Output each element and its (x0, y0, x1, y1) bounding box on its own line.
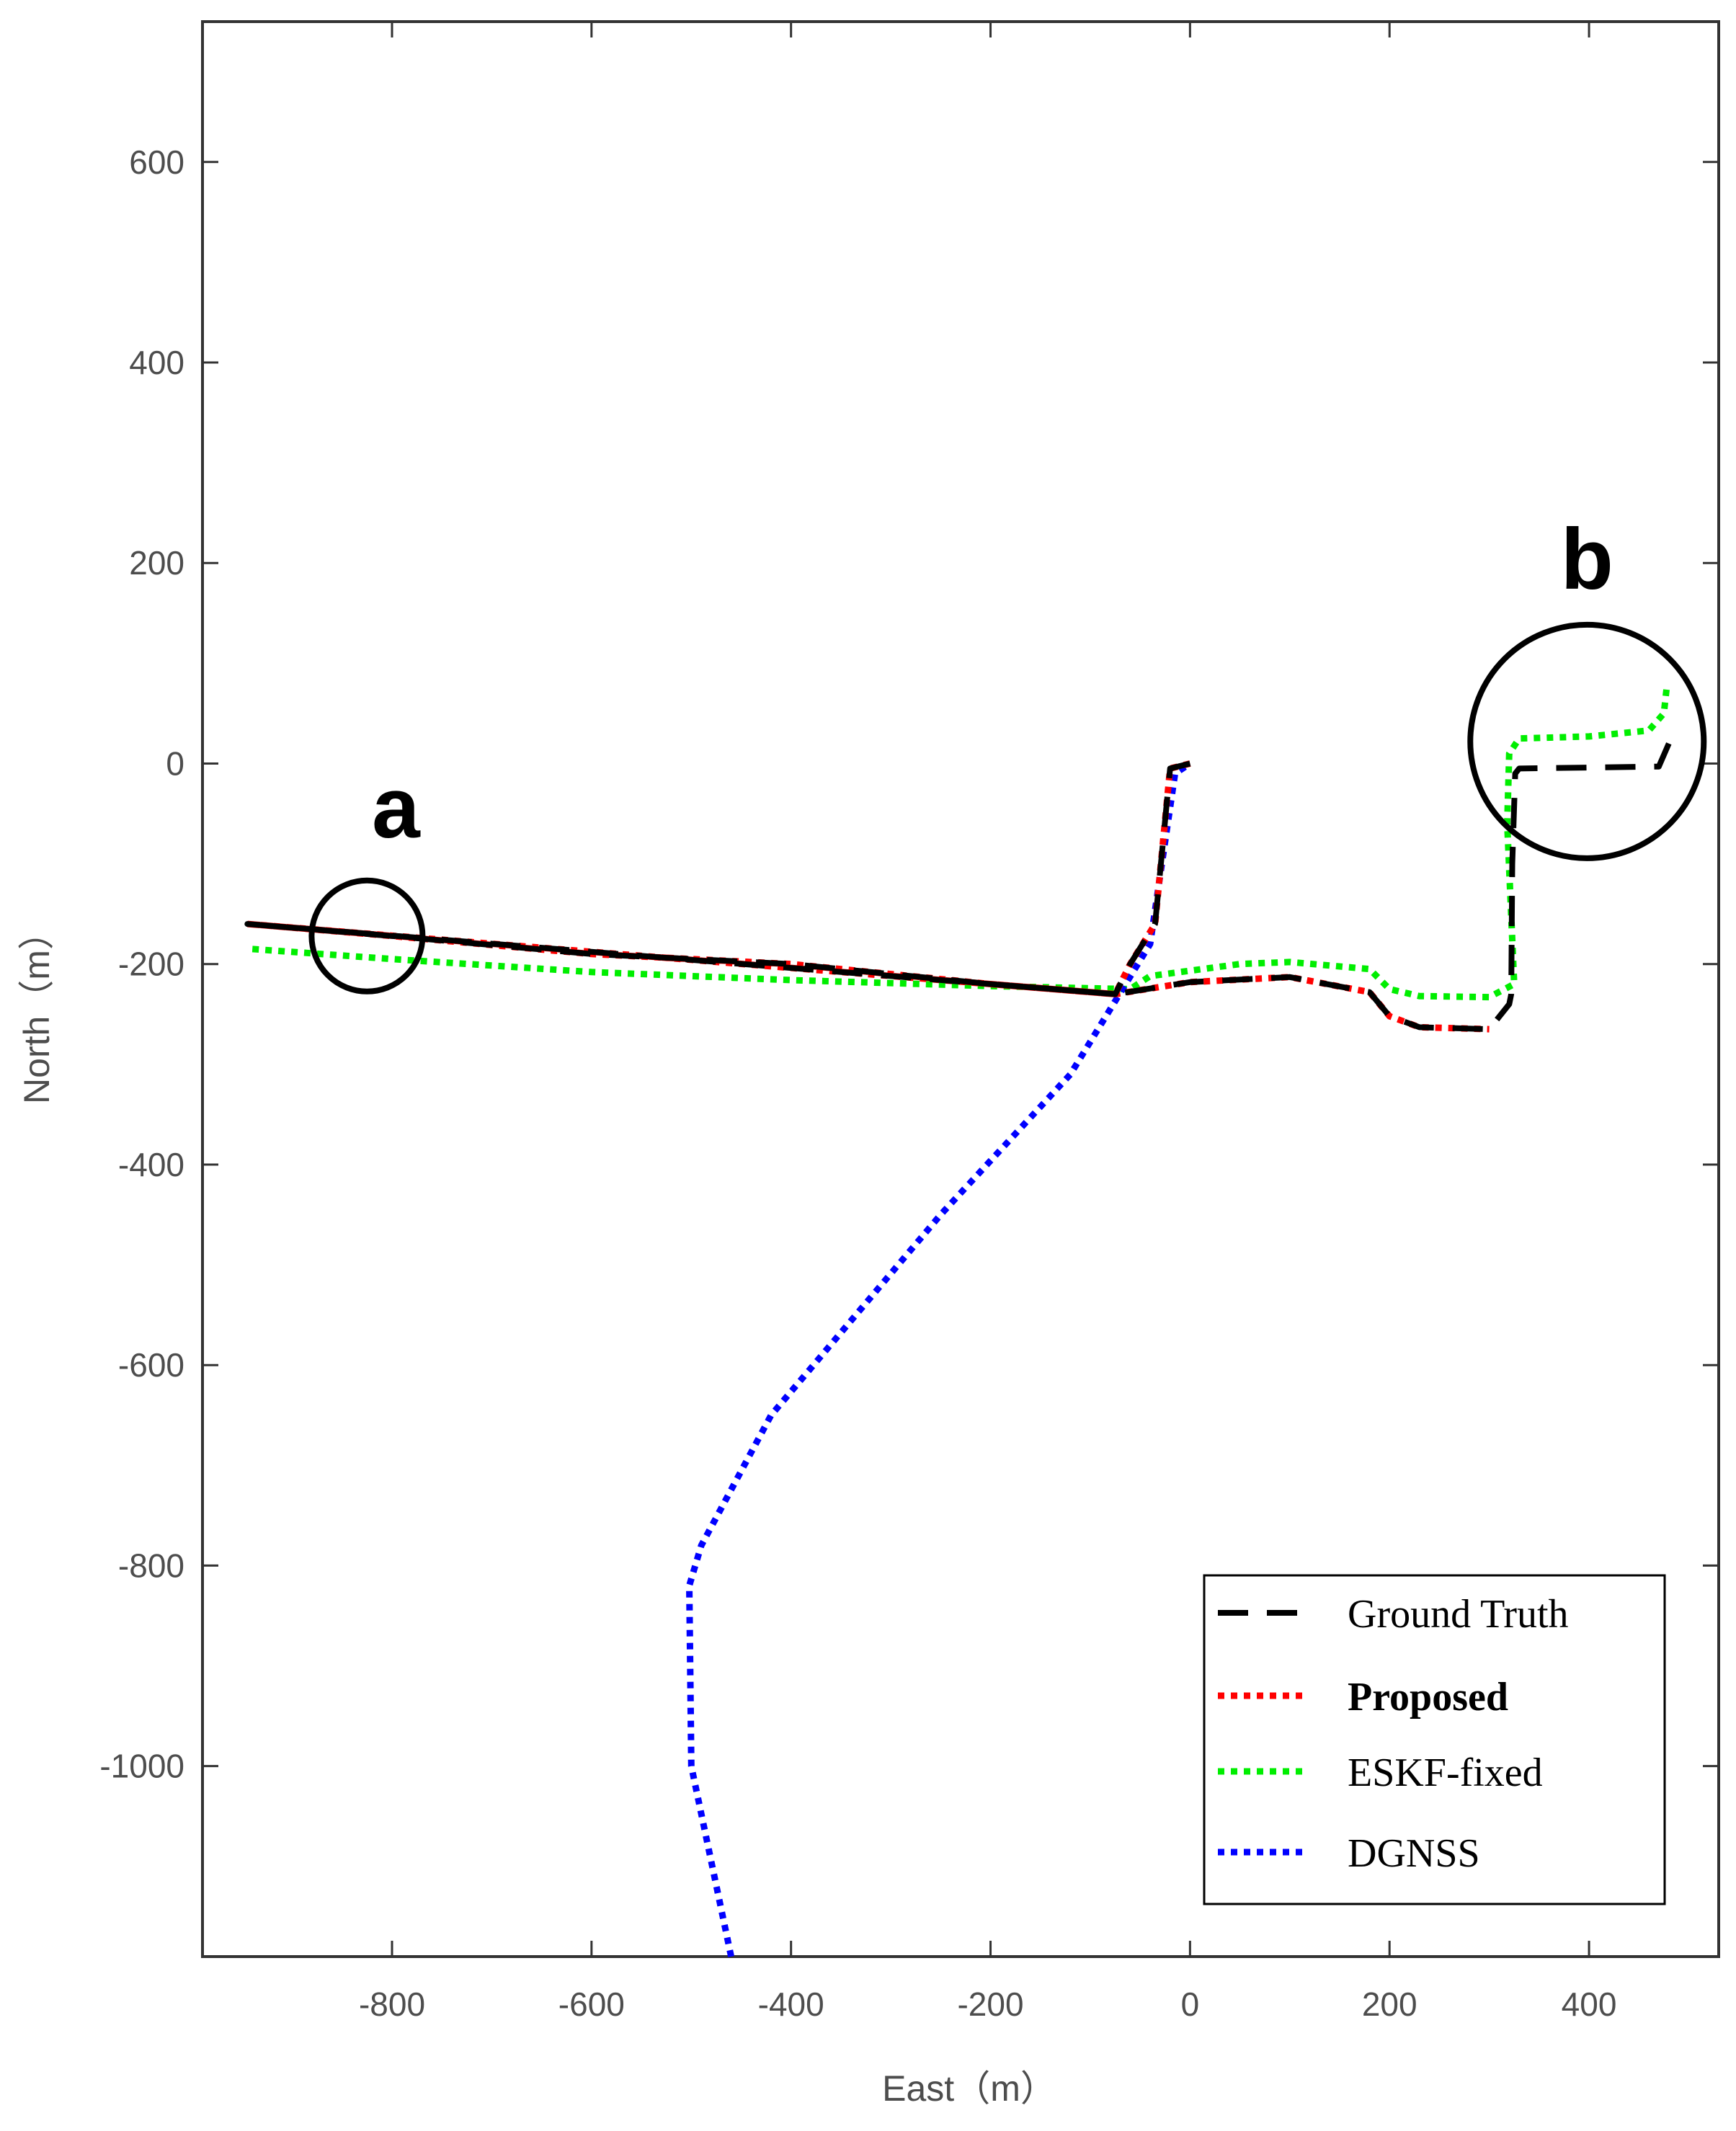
series-line-proposed (244, 760, 1490, 1033)
legend-label: ESKF-fixed (1348, 1750, 1543, 1795)
legend-items: Ground Truth Proposed ESKF-fixed DGNSS (1218, 1592, 1569, 1876)
plot-frame (201, 20, 1720, 1958)
y-tick-label: -200 (118, 946, 184, 983)
annotation-label: a (372, 760, 421, 856)
series-line-eskf-fixed (252, 685, 1670, 1001)
y-tick-label: 600 (129, 143, 184, 181)
series-line-ground-truth (244, 742, 1672, 1033)
legend-label: Ground Truth (1348, 1592, 1569, 1637)
x-tick-label: -400 (758, 1985, 824, 2023)
x-axis-label: East（m） (882, 2068, 1056, 2109)
legend-box (1203, 1574, 1666, 1905)
x-tick-label: -800 (359, 1985, 425, 2023)
x-tick-label: 200 (1362, 1985, 1417, 2023)
series-line-dgnss (686, 760, 1192, 1957)
annotation-label: b (1561, 511, 1613, 608)
y-tick-label: -600 (118, 1346, 184, 1384)
y-tick-label: -800 (118, 1547, 184, 1584)
x-tick-label: 0 (1181, 1985, 1200, 2023)
series-layer (244, 685, 1672, 1957)
y-tick-label: -1000 (99, 1748, 184, 1785)
x-tick-label: -200 (957, 1985, 1023, 2023)
y-axis-label: North（m） (17, 914, 57, 1104)
annotation-circle (1467, 621, 1707, 861)
y-ticks: 600 400 200 0 -200 -400 -600 -800 -1000 (99, 143, 1719, 1785)
x-tick-label: 400 (1562, 1985, 1617, 2023)
x-tick-label: -600 (558, 1985, 625, 2023)
y-tick-label: 400 (129, 344, 184, 381)
annotation-circle (308, 877, 426, 995)
legend-label: Proposed (1348, 1675, 1508, 1720)
legend: Ground Truth Proposed ESKF-fixed DGNSS (1203, 1574, 1666, 1905)
x-ticks: -800 -600 -400 -200 0 200 400 (359, 22, 1616, 2023)
annotation-layer: ab (308, 511, 1707, 995)
y-tick-label: 0 (166, 744, 184, 782)
y-tick-label: 200 (129, 544, 184, 582)
legend-label: DGNSS (1348, 1831, 1480, 1876)
y-tick-label: -400 (118, 1146, 184, 1183)
